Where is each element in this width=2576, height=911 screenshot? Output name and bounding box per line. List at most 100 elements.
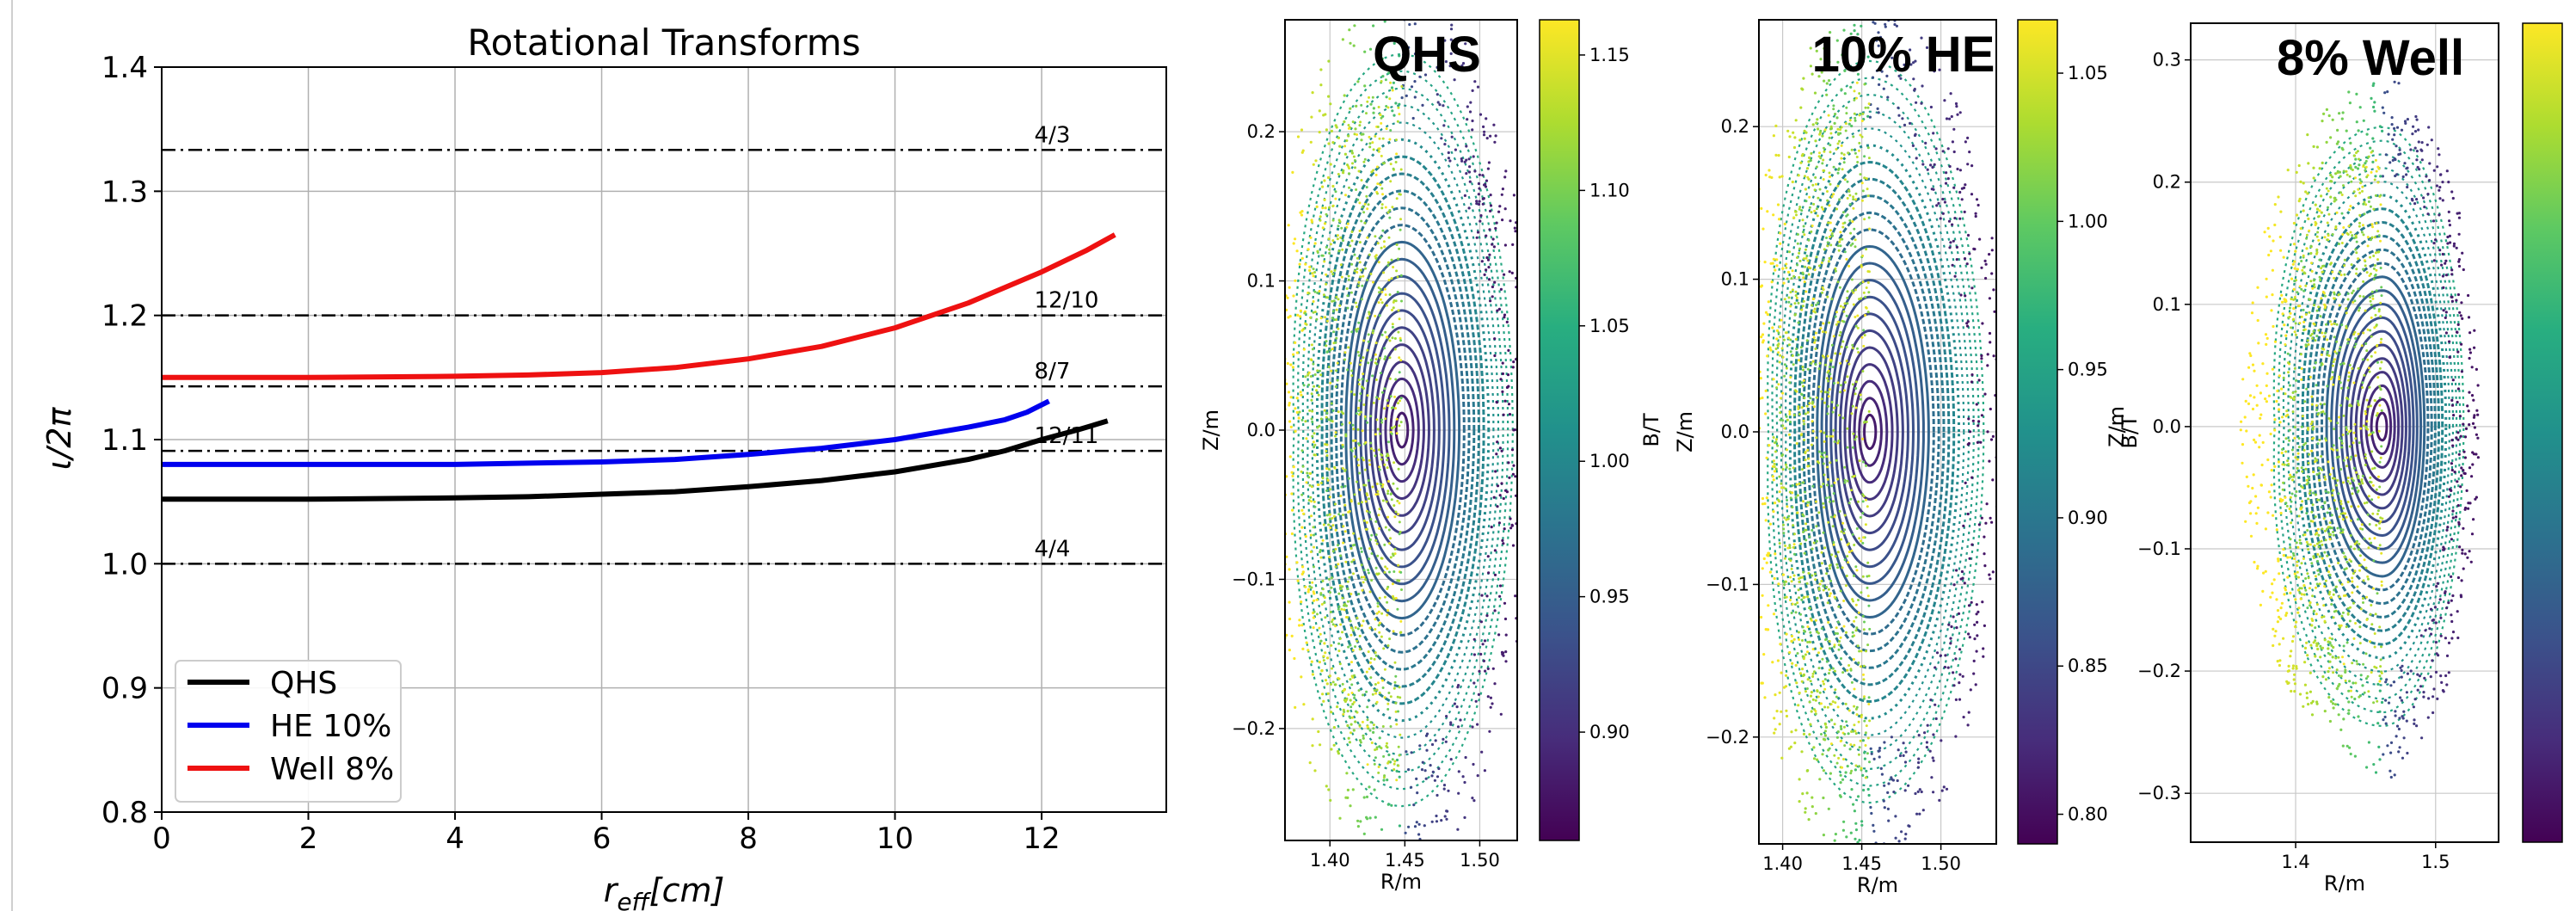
field-line-point <box>1289 425 1293 428</box>
field-line-point <box>1811 484 1815 488</box>
field-line-point <box>2357 287 2360 291</box>
field-line-point <box>2379 677 2382 680</box>
field-line-point <box>1363 84 1367 88</box>
field-line-point <box>1816 690 1819 693</box>
field-line-point <box>1329 243 1332 246</box>
field-line-point <box>2281 415 2284 419</box>
field-line-point <box>1485 179 1489 182</box>
field-line-point <box>1838 509 1841 513</box>
y-tick-label: −0.1 <box>1232 569 1276 589</box>
field-line-point <box>2340 441 2344 445</box>
field-line-point <box>1288 402 1291 405</box>
field-line-point <box>1832 543 1835 546</box>
field-line-point <box>2361 185 2364 188</box>
field-line-point <box>1359 741 1362 744</box>
field-line-point <box>2314 460 2316 464</box>
field-line-point <box>2370 431 2374 434</box>
field-line-point <box>2251 301 2254 305</box>
field-line-point <box>1360 179 1363 182</box>
field-line-point <box>1866 114 1870 118</box>
field-line-point <box>1954 102 1958 106</box>
field-line-point <box>1384 355 1387 359</box>
field-line-point <box>1923 731 1927 735</box>
field-line-point <box>2338 271 2341 274</box>
field-line-point <box>1399 530 1402 533</box>
field-line-point <box>2334 225 2338 228</box>
field-line-point <box>2352 637 2356 640</box>
field-line-point <box>1507 461 1510 465</box>
field-line-point <box>1843 178 1847 182</box>
field-line-point <box>1829 772 1832 775</box>
field-line-point <box>1376 489 1380 493</box>
field-line-point <box>1357 406 1360 409</box>
field-line-point <box>1809 315 1812 318</box>
field-line-point <box>2327 526 2330 529</box>
field-line-point <box>1507 348 1510 352</box>
field-line-point <box>1263 347 1265 349</box>
field-line-point <box>1894 856 1897 859</box>
field-line-point <box>1398 54 1401 58</box>
field-line-point <box>2350 695 2353 699</box>
field-line-point <box>1789 576 1792 579</box>
field-line-point <box>1867 216 1871 219</box>
field-line-point <box>1792 545 1795 549</box>
field-line-point <box>1374 493 1378 496</box>
field-line-point <box>1805 255 1809 257</box>
field-line-point <box>1804 690 1807 693</box>
field-line-point <box>1298 410 1301 414</box>
field-line-point <box>1395 779 1399 782</box>
field-line-point <box>1503 273 1506 276</box>
field-line-point <box>1799 612 1802 616</box>
field-line-point <box>1343 94 1346 97</box>
field-line-point <box>1384 293 1387 297</box>
field-line-point <box>1419 0 1422 1</box>
resonance-label: 4/4 <box>1035 536 1071 562</box>
field-line-point <box>2288 306 2291 310</box>
field-line-point <box>1847 561 1850 564</box>
field-line-point <box>1804 653 1807 656</box>
field-line-point <box>1472 799 1476 803</box>
field-line-point <box>1794 496 1798 499</box>
field-line-point <box>1348 576 1351 579</box>
field-line-point <box>1378 314 1381 317</box>
field-line-point <box>1915 101 1918 104</box>
field-line-point <box>1861 512 1865 514</box>
field-line-point <box>2370 623 2374 626</box>
field-line-point <box>1342 514 1344 516</box>
flux-surface <box>2339 316 2415 538</box>
field-line-point <box>1834 269 1837 273</box>
field-line-point <box>2357 505 2360 508</box>
field-line-point <box>1924 141 1927 145</box>
field-line-point <box>2296 611 2300 614</box>
field-line-point <box>1854 245 1857 249</box>
field-line-point <box>2259 391 2262 395</box>
field-line-point <box>1375 700 1379 704</box>
field-line-point <box>1300 600 1303 604</box>
field-line-point <box>2450 489 2453 493</box>
field-line-point <box>1867 703 1871 705</box>
field-line-point <box>1838 198 1841 201</box>
field-line-point <box>1421 103 1424 107</box>
field-line-point <box>1342 169 1345 172</box>
field-line-point <box>2339 381 2342 385</box>
field-line-point <box>1376 605 1380 608</box>
field-line-point <box>2315 145 2319 149</box>
field-line-point <box>1780 454 1784 458</box>
field-line-point <box>1398 247 1401 250</box>
field-line-point <box>1344 194 1347 197</box>
field-line-point <box>2413 202 2417 206</box>
field-line-point <box>1955 569 1958 572</box>
field-line-point <box>1410 3 1412 5</box>
field-line-point <box>1825 237 1828 239</box>
field-line-point <box>1366 207 1369 211</box>
field-line-point <box>1499 712 1503 716</box>
field-line-point <box>1783 374 1786 378</box>
field-line-point <box>1412 803 1416 807</box>
field-line-point <box>1312 626 1315 630</box>
field-line-point <box>1346 368 1349 372</box>
field-line-point <box>2364 464 2367 466</box>
field-line-point <box>1294 429 1297 433</box>
field-line-point <box>2356 167 2360 170</box>
field-line-point <box>2338 436 2341 440</box>
field-line-point <box>1295 410 1299 414</box>
